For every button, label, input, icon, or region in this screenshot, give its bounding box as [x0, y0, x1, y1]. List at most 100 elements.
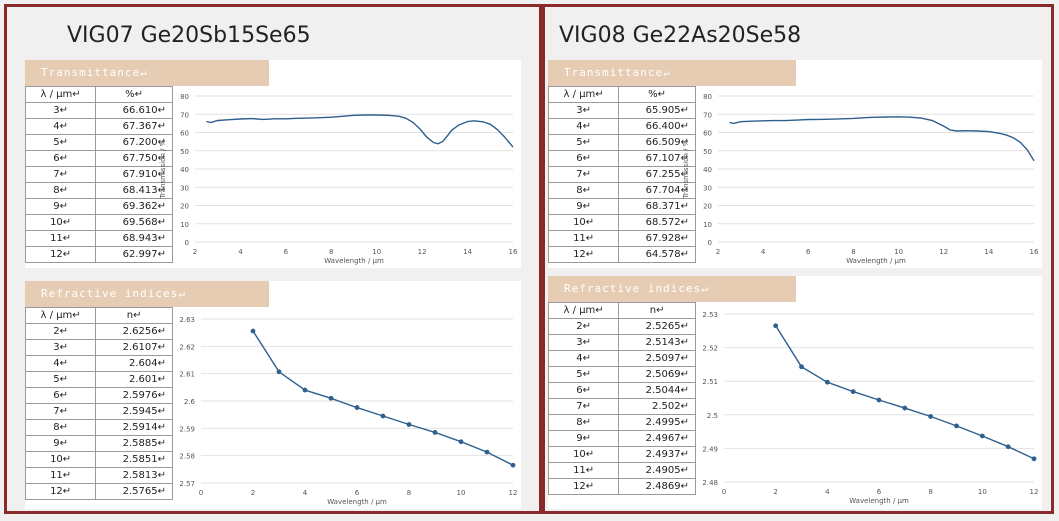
panel-vig08: VIG08 Ge22As20Se58 Transmittance↵ λ / μm…	[542, 4, 1054, 514]
data-point	[432, 430, 438, 435]
wavelength-cell: 4↵	[547, 118, 620, 135]
x-tick-label: 10	[372, 248, 381, 256]
wavelength-cell: 8↵	[24, 419, 97, 436]
y-tick-label: 30	[180, 184, 189, 192]
refractive-chart: 2.57 2.58 2.59 2.6 2.61 2.62 2.63 0 2 4 6 8 10 12 Wave…	[161, 311, 521, 507]
table-row: 4↵ 2.5097↵	[547, 350, 696, 367]
value-cell: 2.5765↵	[95, 483, 173, 500]
wavelength-cell: 5↵	[547, 366, 620, 383]
table-row: 2↵ 2.6256↵	[24, 323, 173, 340]
table-row: 5↵ 66.509↵	[547, 134, 696, 151]
data-point	[302, 387, 308, 393]
series-line	[775, 325, 1035, 460]
y-tick-label: 2.53	[702, 311, 718, 319]
wavelength-cell: 6↵	[547, 382, 620, 399]
x-tick-label: 16	[1030, 248, 1039, 256]
data-point	[1031, 456, 1037, 462]
x-tick-label: 8	[851, 248, 855, 256]
table-row: 12↵ 2.4869↵	[547, 478, 696, 495]
data-point	[876, 397, 882, 403]
y-tick-label: 60	[703, 130, 712, 138]
x-tick-label: 6	[806, 248, 811, 256]
table-row: 3↵ 2.5143↵	[547, 334, 696, 351]
table-row: 9↵ 2.5885↵	[24, 435, 173, 452]
wavelength-cell: 9↵	[24, 198, 97, 215]
table-row: 10↵ 68.572↵	[547, 214, 696, 231]
x-axis-label: Wavelength / μm	[846, 257, 906, 265]
wavelength-cell: 7↵	[547, 398, 620, 415]
table-row: 8↵ 2.5914↵	[24, 419, 173, 436]
table-row: 7↵ 67.910↵	[24, 166, 173, 183]
data-point	[276, 369, 282, 375]
y-tick-label: 20	[703, 203, 712, 211]
table-row: 6↵ 2.5044↵	[547, 382, 696, 399]
wavelength-cell: 5↵	[547, 134, 620, 151]
table-row: 10↵ 69.568↵	[24, 214, 173, 231]
wavelength-cell: 11↵	[24, 467, 97, 484]
wavelength-cell: 4↵	[24, 118, 97, 135]
y-tick-label: 2.49	[702, 445, 718, 453]
y-tick-label: 70	[180, 111, 189, 119]
y-tick-label: 70	[703, 111, 712, 119]
wavelength-cell: 2↵	[547, 318, 620, 335]
table-row: 7↵ 67.255↵	[547, 166, 696, 183]
section-header: Transmittance↵	[25, 60, 269, 86]
wavelength-cell: 10↵	[24, 214, 97, 231]
panel-title: VIG08 Ge22As20Se58	[559, 23, 802, 48]
y-tick-label: 2.52	[702, 345, 718, 353]
table-row: 6↵ 67.750↵	[24, 150, 173, 167]
value-cell: 62.997↵	[95, 246, 173, 263]
wavelength-cell: 5↵	[24, 371, 97, 388]
table-row: 8↵ 2.4995↵	[547, 414, 696, 431]
data-point	[824, 379, 830, 385]
table-row: 12↵ 2.5765↵	[24, 483, 173, 500]
wavelength-cell: 4↵	[547, 350, 620, 367]
table-row: 9↵ 2.4967↵	[547, 430, 696, 447]
y-tick-label: 2.48	[702, 479, 718, 487]
data-point	[850, 389, 856, 395]
y-tick-label: 40	[703, 166, 712, 174]
transmittance-table: λ / μm↵ %↵ 3↵ 65.905↵ 4↵ 66.400↵ 5↵ 66.509↵ 6↵ 67…	[547, 86, 696, 263]
table-header-cell: λ / μm↵	[24, 307, 97, 324]
wavelength-cell: 6↵	[547, 150, 620, 167]
x-tick-label: 2	[193, 248, 197, 256]
y-tick-label: 2.57	[179, 480, 195, 488]
wavelength-cell: 9↵	[547, 430, 620, 447]
wavelength-cell: 8↵	[547, 414, 620, 431]
table-header-cell: λ / μm↵	[547, 86, 620, 103]
table-header-row: λ / μm↵ %↵	[24, 86, 173, 103]
wavelength-cell: 3↵	[547, 102, 620, 119]
transmittance-section: Transmittance↵ λ / μm↵ %↵ 3↵ 65.905↵ 4↵ 66.40…	[547, 60, 1042, 268]
table-header-cell: λ / μm↵	[547, 302, 620, 319]
y-tick-label: 2.61	[179, 371, 195, 379]
y-tick-label: 10	[703, 221, 712, 229]
wavelength-cell: 11↵	[24, 230, 97, 247]
x-tick-label: 2	[251, 489, 255, 497]
wavelength-cell: 2↵	[24, 323, 97, 340]
data-point	[902, 405, 908, 411]
table-row: 8↵ 67.704↵	[547, 182, 696, 199]
table-row: 10↵ 2.5851↵	[24, 451, 173, 468]
x-axis-label: Wavelength / μm	[327, 498, 387, 506]
table-row: 11↵ 68.943↵	[24, 230, 173, 247]
data-point	[380, 413, 386, 419]
data-point	[458, 439, 464, 445]
x-tick-label: 12	[509, 489, 518, 497]
y-tick-label: 20	[180, 203, 189, 211]
x-tick-label: 4	[238, 248, 243, 256]
wavelength-cell: 7↵	[24, 403, 97, 420]
x-tick-label: 10	[457, 489, 466, 497]
section-header: Refractive indices↵	[25, 281, 269, 307]
x-tick-label: 2	[773, 488, 777, 496]
y-tick-label: 60	[180, 130, 189, 138]
table-row: 10↵ 2.4937↵	[547, 446, 696, 463]
data-point	[328, 395, 334, 401]
table-row: 7↵ 2.5945↵	[24, 403, 173, 420]
x-tick-label: 10	[894, 248, 903, 256]
x-tick-label: 6	[284, 248, 289, 256]
y-tick-label: 2.6	[184, 398, 196, 406]
table-row: 3↵ 65.905↵	[547, 102, 696, 119]
y-axis-label: Transmission / %	[682, 139, 690, 199]
chart-svg: 2.48 2.49 2.5 2.51 2.52 2.53 0 2 4 6 8 10 12 Waveleng…	[702, 311, 1038, 505]
refractive-chart: 2.48 2.49 2.5 2.51 2.52 2.53 0 2 4 6 8 10 12 Waveleng…	[684, 306, 1042, 506]
